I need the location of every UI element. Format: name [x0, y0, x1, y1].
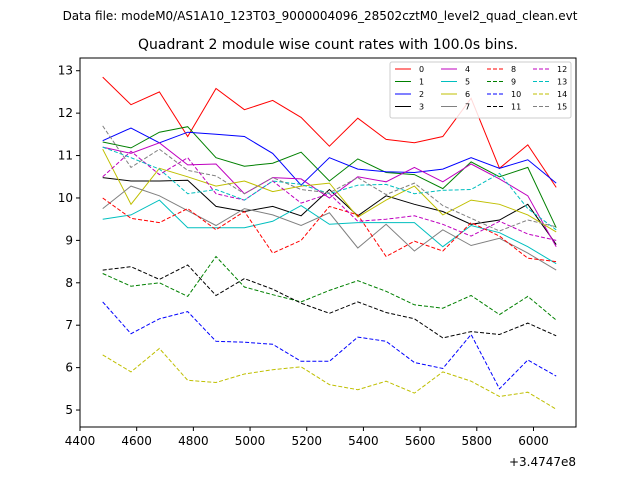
legend-label-8: 8	[511, 65, 516, 74]
x-tick-label: 5800	[462, 434, 493, 448]
series-line-1	[102, 126, 557, 228]
series-line-14	[102, 347, 557, 410]
chart-title: Quadrant 2 module wise count rates with …	[138, 37, 518, 53]
legend-label-10: 10	[511, 90, 521, 99]
series-line-7	[102, 185, 557, 271]
x-tick-label: 4600	[121, 434, 152, 448]
series-line-15	[102, 125, 557, 232]
y-tick-label: 9	[65, 233, 73, 247]
x-axis-offset-label: +3.4747e8	[509, 455, 576, 469]
legend-label-14: 14	[557, 90, 567, 99]
x-tick-label: 5600	[405, 434, 436, 448]
legend-label-4: 4	[465, 65, 470, 74]
x-tick-label: 5400	[348, 434, 379, 448]
series-line-2	[102, 127, 557, 186]
y-tick-label: 11	[58, 149, 73, 163]
legend-box	[389, 61, 572, 119]
series-line-5	[102, 199, 557, 265]
series-line-4	[102, 142, 557, 247]
legend-label-15: 15	[557, 103, 567, 112]
legend-label-7: 7	[465, 103, 470, 112]
series-line-11	[102, 264, 557, 339]
plot-marks	[102, 76, 557, 410]
series-line-0	[102, 76, 557, 188]
y-tick-label: 7	[65, 318, 73, 332]
series-line-8	[102, 197, 557, 263]
series-line-10	[102, 301, 557, 390]
y-axis: 5 6 7 8 9 10 11 12 13	[58, 64, 80, 417]
x-tick-label: 5000	[235, 434, 266, 448]
x-tick-label: 4400	[65, 434, 96, 448]
x-tick-label: 4800	[178, 434, 209, 448]
y-tick-label: 5	[65, 403, 73, 417]
x-axis: 4400 4600 4800 5000 5200 5400 5600 5800 6000	[65, 427, 549, 448]
legend-label-11: 11	[511, 103, 521, 112]
chart-suptitle: Data file: modeM0/AS1A10_123T03_90000040…	[63, 9, 578, 23]
series-line-9	[102, 255, 557, 321]
y-tick-label: 12	[58, 106, 73, 120]
legend-label-5: 5	[465, 78, 470, 87]
legend-label-1: 1	[419, 78, 424, 87]
legend-label-3: 3	[419, 103, 424, 112]
y-tick-label: 10	[58, 191, 73, 205]
legend-label-6: 6	[465, 90, 470, 99]
y-tick-label: 13	[58, 64, 73, 78]
legend-label-9: 9	[511, 78, 516, 87]
series-line-6	[102, 148, 557, 233]
legend-label-2: 2	[419, 90, 424, 99]
legend-label-13: 13	[557, 78, 567, 87]
axes-frame	[79, 57, 577, 428]
legend-label-0: 0	[419, 65, 424, 74]
series-line-13	[102, 146, 557, 231]
x-tick-label: 6000	[518, 434, 549, 448]
x-tick-label: 5200	[291, 434, 322, 448]
y-tick-label: 8	[65, 276, 73, 290]
legend-label-12: 12	[557, 65, 567, 74]
y-tick-label: 6	[65, 361, 73, 375]
